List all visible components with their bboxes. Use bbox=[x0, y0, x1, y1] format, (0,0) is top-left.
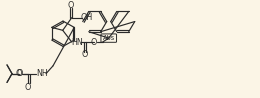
Text: Abs: Abs bbox=[103, 35, 115, 41]
Text: NH: NH bbox=[36, 69, 48, 78]
Text: O: O bbox=[25, 83, 31, 92]
Text: HN: HN bbox=[71, 38, 83, 47]
Text: O: O bbox=[90, 38, 97, 47]
Text: O: O bbox=[17, 69, 23, 78]
Text: O: O bbox=[68, 0, 74, 10]
Text: OH: OH bbox=[81, 13, 93, 22]
Text: O: O bbox=[16, 69, 22, 78]
FancyBboxPatch shape bbox=[101, 34, 116, 42]
Text: O: O bbox=[82, 50, 88, 59]
